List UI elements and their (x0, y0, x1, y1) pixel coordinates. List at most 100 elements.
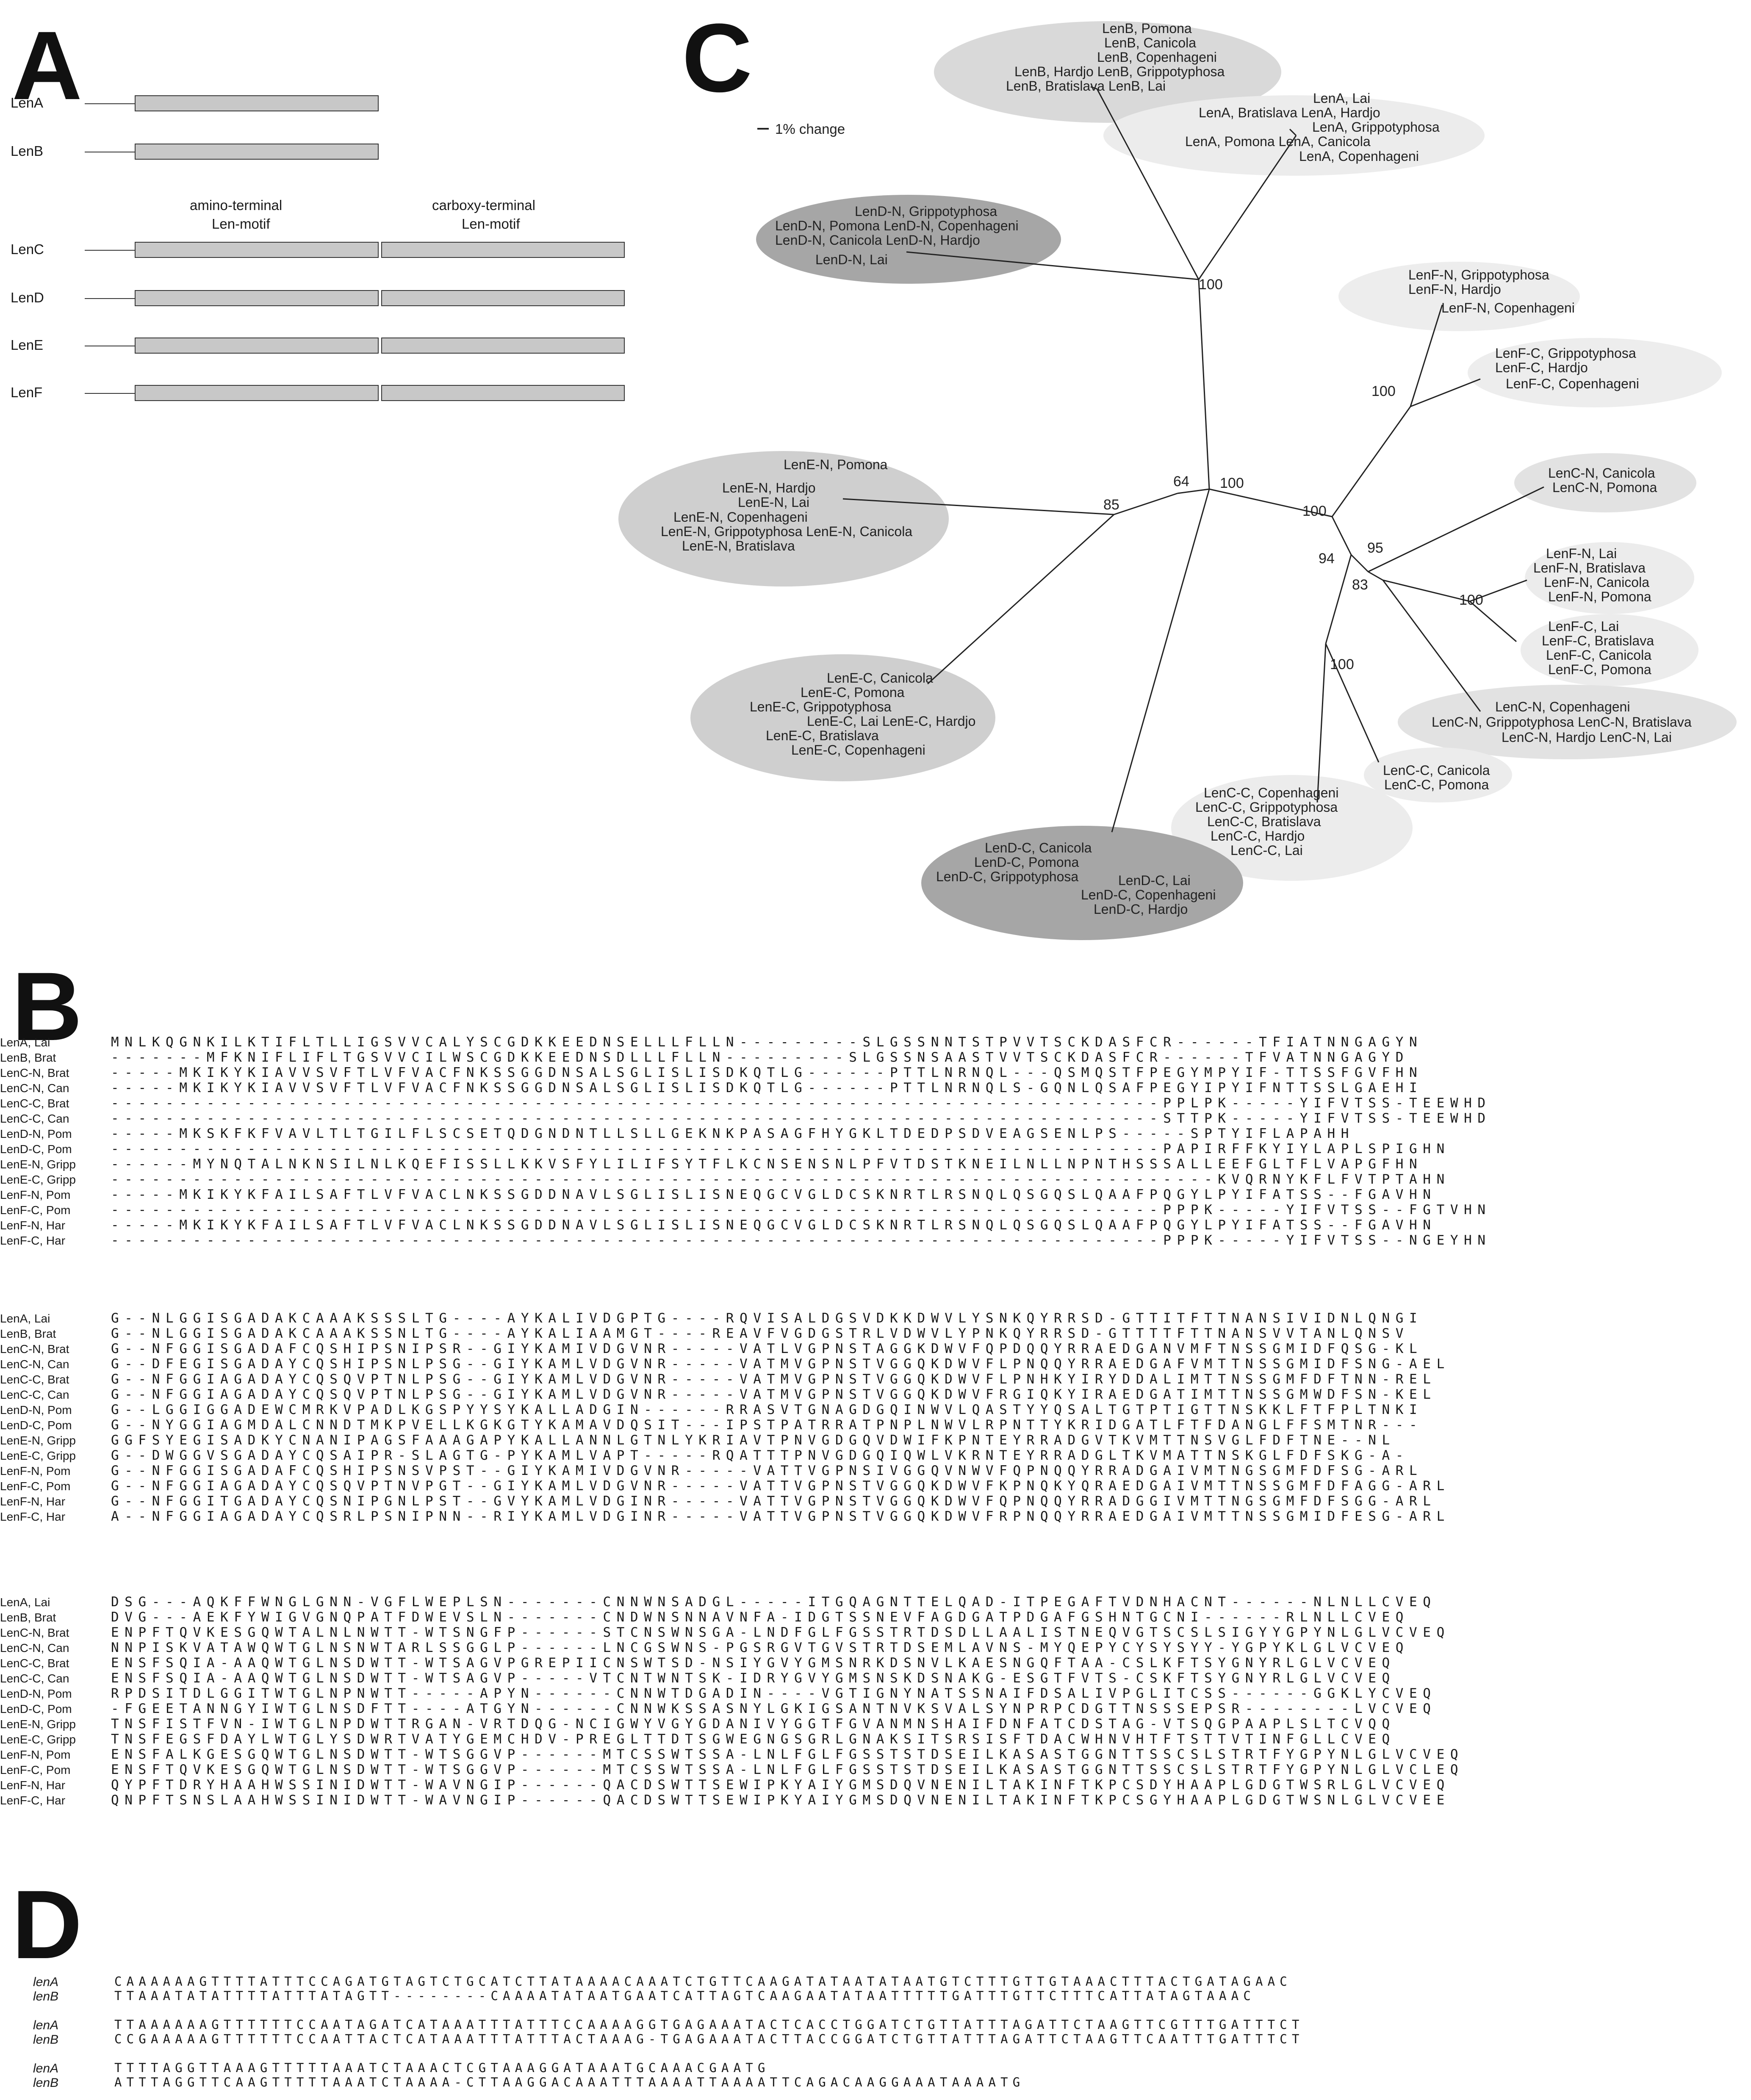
protein-label-lena: LenA (11, 95, 44, 111)
cluster-ellipse-lenf-n-b (1525, 542, 1694, 614)
sequence-row: ----------------------------------------… (111, 1233, 1491, 1248)
cluster-label: LenC-N, Hardjo LenC-N, Lai (1502, 730, 1672, 745)
gene-name: lenA (33, 2018, 59, 2032)
sequence-row: G--NLGGISGADAKCAAAKSSNLTG----AYKALIAAMGT… (111, 1326, 1410, 1341)
cluster-label: LenD-C, Hardjo (1094, 902, 1188, 917)
sequence-row: TNSFISTFVN-IWTGLNPDWTTRGAN-VRTDQG-NCIGWY… (111, 1716, 1396, 1732)
sequence-row: A--NFGGIAGADAYCQSRLPSNIPNN--RIYKAMLVDGIN… (111, 1509, 1450, 1524)
cluster-label: LenD-C, Canicola (985, 840, 1092, 855)
cluster-ellipse-lene-c (690, 654, 995, 781)
sequence-row: -----MKSKFKFVAVLTLTGILFLSCSETQDGNDNTLLSL… (111, 1126, 1355, 1141)
cluster-label: LenD-N, Canicola LenD-N, Hardjo (775, 232, 980, 248)
protein-label-lenc: LenC (11, 241, 44, 257)
seq-name: LenD-C, Pom (0, 1419, 72, 1432)
sequence-row: ----------------------------------------… (111, 1111, 1491, 1126)
cluster-label: LenF-N, Pomona (1548, 589, 1651, 604)
cluster-label: LenC-C, Bratislava (1207, 814, 1321, 829)
len-motif-box (381, 242, 625, 258)
len-motif-box (135, 144, 379, 160)
sequence-row: G--NFGGIAGADAYCQSQVPTNLPSG--GIYKAMLVDGVN… (111, 1372, 1437, 1387)
cluster-label: LenD-N, Grippotyphosa (855, 204, 997, 219)
bootstrap-value: 100 (1220, 475, 1244, 491)
scale-label: 1% change (775, 121, 845, 137)
seq-name: LenC-N, Brat (0, 1626, 69, 1639)
cluster-label: LenC-C, Copenhageni (1204, 785, 1338, 800)
cluster-label: LenC-N, Grippotyphosa LenC-N, Bratislava (1432, 714, 1692, 730)
sequence-row: MNLKQGNKILKTIFLTLLIGSVVCALYSCGDKKEEDNSEL… (111, 1035, 1423, 1050)
cluster-label: LenC-N, Copenhageni (1495, 699, 1630, 714)
cluster-labels: LenB, Pomona LenB, Canicola LenB, Copenh… (661, 21, 1692, 917)
seq-name: LenF-C, Pom (0, 1763, 71, 1776)
seq-name: LenA, Lai (0, 1312, 50, 1325)
seq-name: LenD-C, Pom (0, 1143, 72, 1156)
len-motif-box (135, 385, 379, 401)
sequence-row: DSG---AQKFFWNGLGNN-VGFLWEPLSN-------CNNW… (111, 1594, 1437, 1610)
cluster-ellipse-lena (1103, 95, 1485, 176)
seq-name: LenF-C, Har (0, 1794, 66, 1807)
cluster-label: LenB, Hardjo LenB, Grippotyphosa (1014, 64, 1225, 79)
sequence-row: NNPISKVATAWQWTGLNSNWTARLSSGGLP------LNCG… (111, 1640, 1410, 1655)
cluster-label: LenF-N, Lai (1546, 546, 1617, 561)
leader-line (85, 393, 135, 394)
bootstrap-value: 100 (1199, 277, 1223, 293)
seq-name: LenF-N, Har (0, 1219, 66, 1232)
bootstrap-value: 100 (1459, 592, 1483, 608)
cluster-label: LenE-C, Copenhageni (791, 742, 925, 758)
cluster-label: LenA, Bratislava LenA, Hardjo (1199, 105, 1380, 120)
cluster-label: LenD-C, Lai (1118, 873, 1191, 888)
cluster-label: LenC-N, Canicola (1548, 465, 1655, 481)
cluster-label: LenC-C, Hardjo (1211, 828, 1305, 844)
sequence-row: G--NFGGITGADAYCQSNIPGNLPST--GVYKAMLVDGIN… (111, 1494, 1437, 1509)
sequence-row: ----------------------------------------… (111, 1096, 1491, 1111)
protein-label-lenf: LenF (11, 385, 43, 400)
cluster-label: LenE-C, Bratislava (766, 728, 879, 743)
seq-name: LenE-N, Gripp (0, 1718, 76, 1731)
nucleotide-row: TTAAATATATTTTATTTATAGTT--------CAAAATATA… (114, 1989, 1255, 2003)
sequence-row: ENSFSQIA-AAQWTGLNSDWTT-WTSAGVP-----VTCNT… (111, 1671, 1396, 1686)
nucleotide-row: TTTTAGGTTAAAGTTTTTAAATCTAAACTCGTAAAGGATA… (114, 2061, 770, 2075)
cluster-label: LenE-C, Canicola (827, 670, 933, 686)
motif-n-label: amino-terminal (190, 197, 283, 213)
cluster-label: LenF-N, Copenhageni (1441, 300, 1575, 315)
cluster-label: LenF-N, Hardjo (1408, 282, 1501, 297)
seq-name: LenF-C, Har (0, 1510, 66, 1523)
cluster-ellipse-lend-c (921, 826, 1243, 940)
cluster-ellipse-lenf-n (1338, 262, 1580, 331)
sequence-row: G--LGGIGGADEWCMRKVPADLKGSPYYSYKALLADGIN-… (111, 1402, 1423, 1417)
cluster-label: LenE-C, Grippotyphosa (750, 699, 892, 714)
cluster-label: LenF-C, Hardjo (1495, 360, 1588, 375)
cluster-label: LenB, Copenhageni (1097, 50, 1217, 65)
cluster-ellipse-lenc-c-a (1171, 775, 1413, 881)
seq-name: LenE-C, Gripp (0, 1173, 76, 1186)
panel-b-letter: B (12, 952, 83, 1061)
protein-label-lene: LenE (11, 337, 44, 353)
cluster-label: LenA, Pomona LenA, Canicola (1185, 134, 1371, 149)
seq-name: LenC-C, Brat (0, 1097, 69, 1110)
seq-name: LenC-N, Can (0, 1082, 69, 1095)
sequence-row: G--NLGGISGADAKCAAAKSSSLTG----AYKALIVDGPT… (111, 1311, 1423, 1326)
sequence-row: RPDSITDLGGITWTGLNPNWTT-----APYN------CNN… (111, 1686, 1437, 1701)
cluster-label: LenF-N, Canicola (1544, 575, 1649, 590)
len-motif-box (135, 95, 379, 111)
seq-name: LenE-N, Gripp (0, 1434, 76, 1447)
seq-name: LenF-C, Pom (0, 1204, 71, 1217)
seq-name: LenC-C, Can (0, 1672, 69, 1685)
seq-name: LenF-N, Pom (0, 1188, 71, 1201)
cluster-label: LenF-C, Grippotyphosa (1495, 346, 1636, 361)
panel-a-letter: A (12, 11, 83, 120)
sequence-row: G--DFEGISGADAYCQSHIPSNLPSG--GIYKAMLVDGVN… (111, 1356, 1450, 1372)
gene-name: lenB (33, 2076, 59, 2090)
sequence-row: ----------------------------------------… (111, 1202, 1491, 1217)
seq-name: LenC-C, Can (0, 1388, 69, 1401)
cluster-ellipse-lene-n (618, 451, 949, 587)
cluster-label: LenC-C, Pomona (1384, 777, 1489, 792)
bootstrap-value: 100 (1371, 383, 1396, 399)
phylogenetic-tree: 1% change 100 100 64 100 85 100 95 94 83… (618, 21, 1737, 940)
cluster-ellipse-lenc-n-b (1398, 685, 1737, 759)
sequence-row: ENSFTQVKESGQWTGLNSDWTT-WTSGGVP------MTCS… (111, 1762, 1464, 1777)
seq-name: LenD-N, Pom (0, 1403, 72, 1417)
cluster-label: LenB, Canicola (1104, 35, 1196, 50)
sequence-row: ENSFSQIA-AAQWTGLNSDWTT-WTSAGVPGREPIICNSW… (111, 1655, 1396, 1671)
cluster-label: LenF-N, Bratislava (1533, 560, 1646, 575)
seq-name: LenA, Lai (0, 1596, 50, 1609)
